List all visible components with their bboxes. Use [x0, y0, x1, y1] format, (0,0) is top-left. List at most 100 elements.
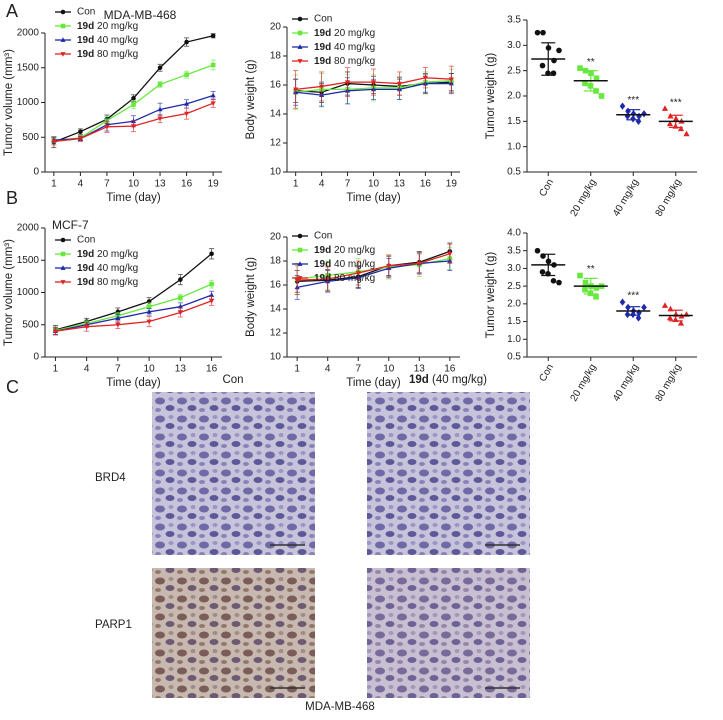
marker: [297, 30, 303, 36]
marker: [146, 319, 152, 325]
significance: ***: [670, 97, 682, 108]
y-tick-label: 1.0: [507, 334, 521, 345]
marker: [534, 29, 541, 36]
x-axis-label: Time (day): [106, 377, 161, 389]
series-line: [297, 253, 451, 281]
y-tick-label: 14: [270, 109, 282, 120]
x-tick-label: 13: [414, 364, 426, 375]
marker: [294, 278, 300, 283]
column-label: Con: [222, 374, 243, 386]
series-line: [55, 300, 212, 332]
x-tick-label: 40 mg/kg: [611, 177, 641, 218]
y-tick-label: 0.5: [507, 167, 521, 178]
x-tick-label: 16: [181, 179, 193, 190]
x-tick-label: 1: [53, 364, 59, 375]
marker: [619, 298, 626, 306]
series-line: [55, 294, 212, 332]
y-tick-label: 12: [270, 328, 282, 339]
legend-label: 19d 20 mg/kg: [314, 28, 375, 39]
marker: [556, 279, 562, 286]
marker: [598, 93, 605, 99]
marker: [582, 279, 589, 286]
marker: [666, 314, 674, 321]
marker: [60, 251, 66, 257]
marker: [636, 112, 642, 120]
x-tick-label: 13: [394, 179, 406, 190]
marker: [677, 319, 685, 326]
marker: [209, 299, 215, 304]
y-tick-label: 2.0: [507, 298, 521, 309]
x-tick-label: 7: [104, 179, 110, 190]
y-tick-label: 1.0: [507, 141, 521, 152]
marker: [319, 84, 325, 90]
marker: [84, 324, 90, 330]
x-tick-label: 16: [420, 179, 432, 190]
marker: [448, 77, 454, 82]
marker: [550, 278, 557, 284]
marker: [293, 87, 299, 93]
marker: [550, 70, 557, 76]
y-tick-label: 0.5: [507, 352, 521, 363]
marker: [210, 92, 216, 98]
y-tick-label: 1500: [17, 255, 40, 266]
y-tick-label: 3.0: [507, 40, 521, 51]
x-tick-label: 13: [175, 364, 187, 375]
marker: [422, 75, 428, 81]
marker: [178, 295, 183, 300]
x-tick-label: 4: [78, 179, 84, 190]
marker: [386, 263, 392, 269]
micrograph: [367, 392, 530, 555]
x-tick-label: 10: [128, 179, 140, 190]
marker: [624, 112, 631, 120]
marker: [297, 261, 303, 266]
x-tick-label: 1: [51, 179, 57, 190]
significance: **: [587, 264, 595, 275]
marker: [396, 81, 402, 87]
y-tick-label: 18: [270, 51, 282, 62]
micrograph: [152, 392, 315, 555]
marker: [370, 80, 377, 85]
y-tick-label: 10: [270, 352, 282, 363]
x-tick-label: 10: [144, 364, 156, 375]
x-tick-label: 1: [293, 179, 299, 190]
y-axis-label: Body weight (g): [245, 257, 257, 337]
marker: [666, 120, 674, 127]
marker: [178, 277, 183, 282]
significance: ***: [627, 95, 639, 106]
x-axis-label: Time (day): [346, 192, 401, 204]
marker: [104, 124, 110, 130]
marker: [619, 102, 626, 110]
micrograph: [152, 568, 315, 698]
marker: [146, 309, 152, 314]
marker: [60, 265, 66, 270]
marker: [115, 322, 121, 328]
marker: [184, 101, 190, 106]
y-axis-label: Tumor volume (mm³): [3, 239, 15, 346]
legend-label: 19d 80 mg/kg: [77, 277, 138, 288]
y-tick-label: 1500: [17, 62, 40, 73]
chart-title: MDA-MB-468: [104, 8, 177, 22]
marker: [77, 136, 83, 142]
marker: [539, 269, 546, 275]
y-tick-label: 18: [270, 256, 282, 267]
marker: [582, 286, 588, 293]
y-axis-label: Tumor volume (mm³): [3, 49, 15, 156]
x-tick-label: 13: [154, 179, 166, 190]
y-tick-label: 2000: [17, 28, 40, 39]
row-label: BRD4: [95, 472, 126, 484]
x-tick-label: Con: [537, 362, 556, 383]
marker: [184, 111, 190, 117]
marker: [593, 75, 600, 82]
x-axis-label: Time (day): [346, 377, 401, 389]
marker: [177, 310, 183, 316]
y-tick-label: 3.5: [507, 15, 521, 26]
marker: [184, 39, 189, 45]
x-tick-label: 80 mg/kg: [654, 362, 684, 403]
y-tick-label: 3.5: [507, 245, 521, 256]
series-line: [297, 260, 450, 289]
panel-label: C: [6, 377, 19, 397]
marker: [325, 277, 331, 282]
marker: [635, 117, 642, 125]
y-tick-label: 2.0: [507, 91, 521, 102]
y-tick-label: 3.0: [507, 263, 521, 274]
